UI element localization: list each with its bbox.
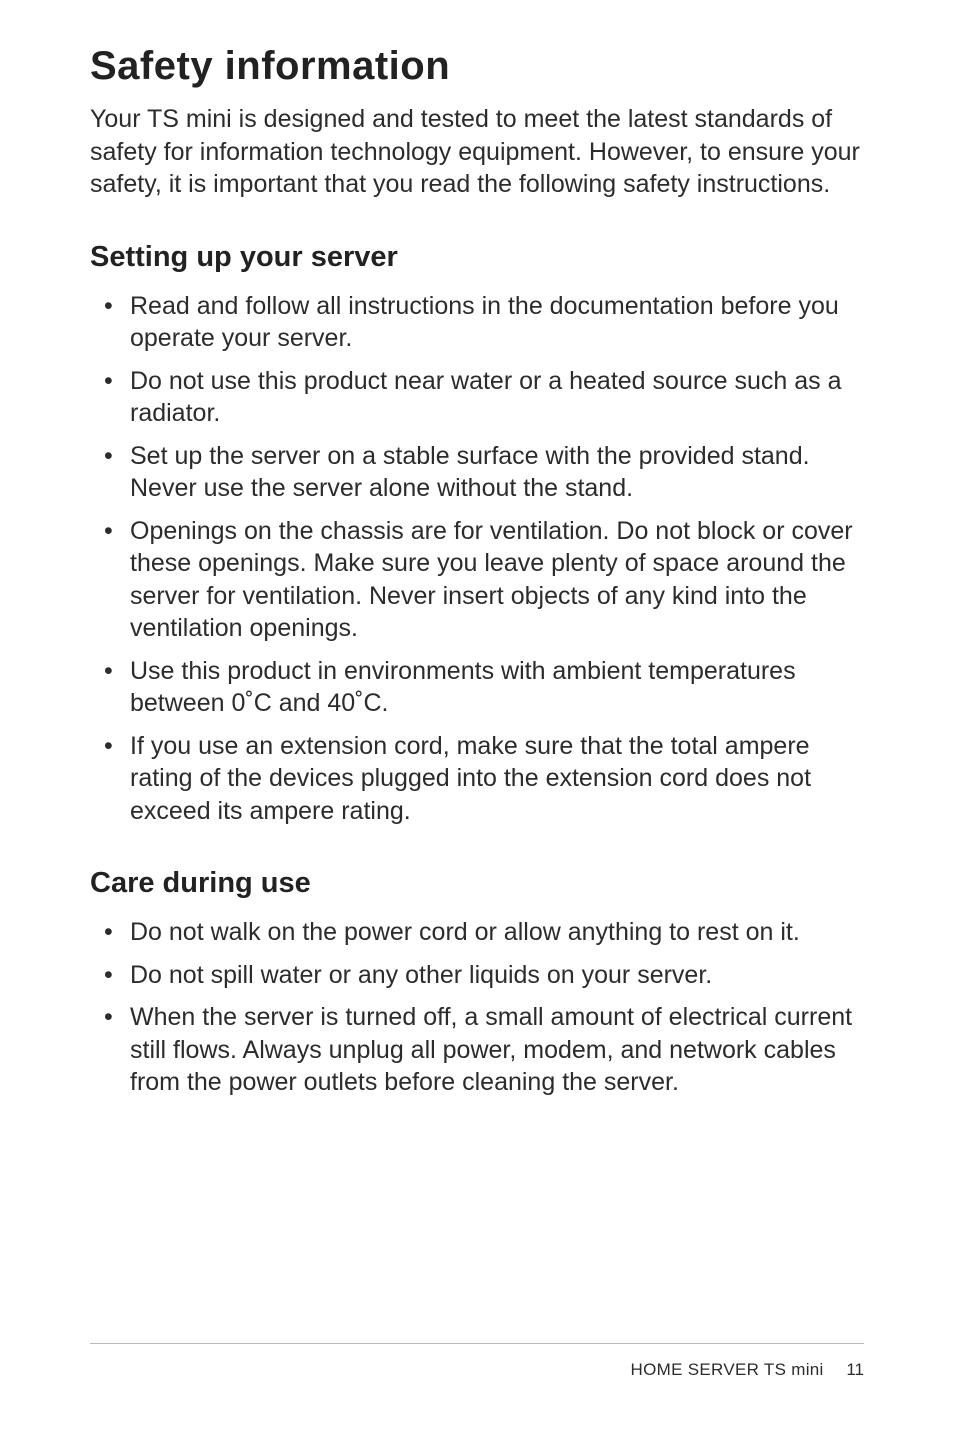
bullet-list-care: Do not walk on the power cord or allow a…: [90, 916, 864, 1099]
page-title: Safety information: [90, 44, 864, 89]
page-footer: HOME SERVER TS mini 11: [90, 1343, 864, 1380]
footer-product-name: HOME SERVER TS mini: [631, 1360, 824, 1379]
list-item: When the server is turned off, a small a…: [90, 1001, 864, 1099]
footer-page-number: 11: [846, 1360, 864, 1379]
list-item: Set up the server on a stable surface wi…: [90, 440, 864, 505]
list-item: If you use an extension cord, make sure …: [90, 730, 864, 828]
document-page: Safety information Your TS mini is desig…: [0, 0, 954, 1432]
section-heading-care: Care during use: [90, 867, 864, 900]
list-item: Openings on the chassis are for ventilat…: [90, 515, 864, 645]
list-item: Do not spill water or any other liquids …: [90, 959, 864, 992]
list-item: Do not walk on the power cord or allow a…: [90, 916, 864, 949]
list-item: Do not use this product near water or a …: [90, 365, 864, 430]
intro-paragraph: Your TS mini is designed and tested to m…: [90, 103, 864, 201]
section-heading-setup: Setting up your server: [90, 241, 864, 274]
bullet-list-setup: Read and follow all instructions in the …: [90, 290, 864, 828]
list-item: Use this product in environments with am…: [90, 655, 864, 720]
list-item: Read and follow all instructions in the …: [90, 290, 864, 355]
